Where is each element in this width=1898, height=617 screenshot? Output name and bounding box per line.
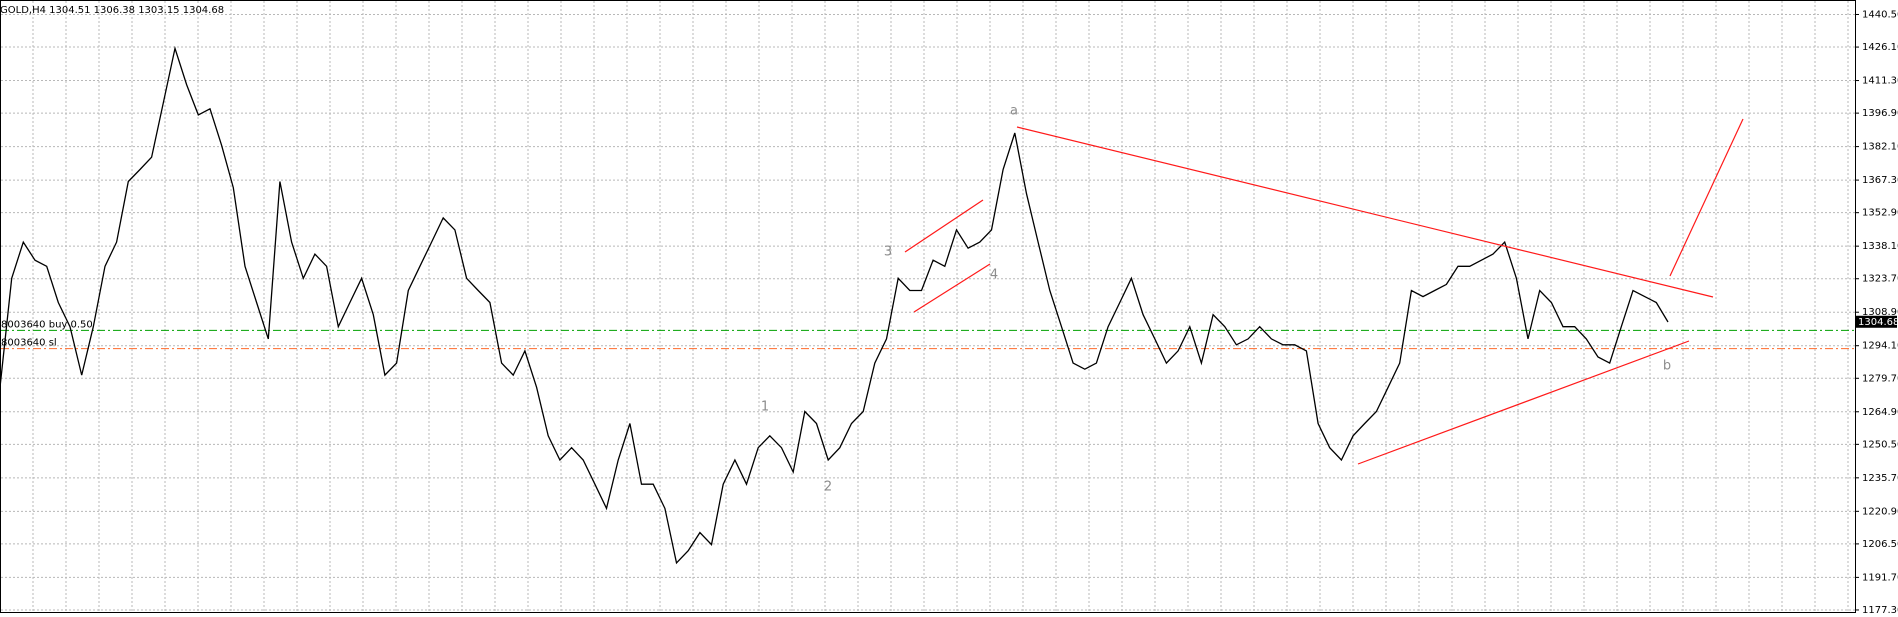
y-tick-label: 1426.10 — [1862, 42, 1898, 53]
order-label: 8003640 sl — [1, 338, 57, 349]
marks — [0, 45, 1669, 565]
wave-label: 3 — [884, 245, 892, 260]
y-tick-label: 1250.50 — [1862, 439, 1898, 450]
price-line — [0, 45, 1669, 565]
plot-frame — [0, 0, 1856, 613]
wave-label: 2 — [824, 480, 832, 495]
y-tick-label: 1411.30 — [1862, 76, 1898, 87]
y-tick-label: 1396.90 — [1862, 108, 1898, 119]
chart-title: GOLD,H4 1304.51 1306.38 1303.15 1304.68 — [0, 5, 224, 16]
y-tick-label: 1279.70 — [1862, 373, 1898, 384]
trend-line — [1669, 118, 1744, 277]
y-tick-label: 1206.50 — [1862, 539, 1898, 550]
y-tick-label: 1338.10 — [1862, 241, 1898, 252]
y-tick-label: 1191.70 — [1862, 572, 1898, 583]
price-label: 1304.68 — [1858, 317, 1898, 328]
channel-line — [913, 263, 991, 313]
y-tick-label: 1323.70 — [1862, 274, 1898, 285]
y-tick-label: 1367.30 — [1862, 175, 1898, 186]
y-tick-label: 1382.10 — [1862, 142, 1898, 153]
y-tick-label: 1308.90 — [1862, 307, 1898, 318]
grid — [1, 1, 1855, 612]
y-tick-label: 1177.30 — [1862, 605, 1898, 616]
order-label: 8003640 buy 0.50 — [1, 319, 93, 330]
price-box — [1855, 315, 1897, 328]
wave-label: a — [1010, 104, 1018, 119]
trend-line — [1016, 126, 1714, 298]
wave-label: 1 — [761, 400, 769, 415]
y-tick-label: 1264.90 — [1862, 407, 1898, 418]
y-tick-label: 1440.50 — [1862, 9, 1898, 20]
channel-line — [904, 199, 984, 253]
y-tick-label: 1220.90 — [1862, 506, 1898, 517]
y-tick-label: 1294.10 — [1862, 341, 1898, 352]
wave-label: b — [1663, 359, 1671, 374]
wave-label: 4 — [990, 268, 998, 283]
y-tick-label: 1352.90 — [1862, 208, 1898, 219]
trend-line — [1357, 340, 1690, 465]
y-tick-label: 1235.70 — [1862, 473, 1898, 484]
